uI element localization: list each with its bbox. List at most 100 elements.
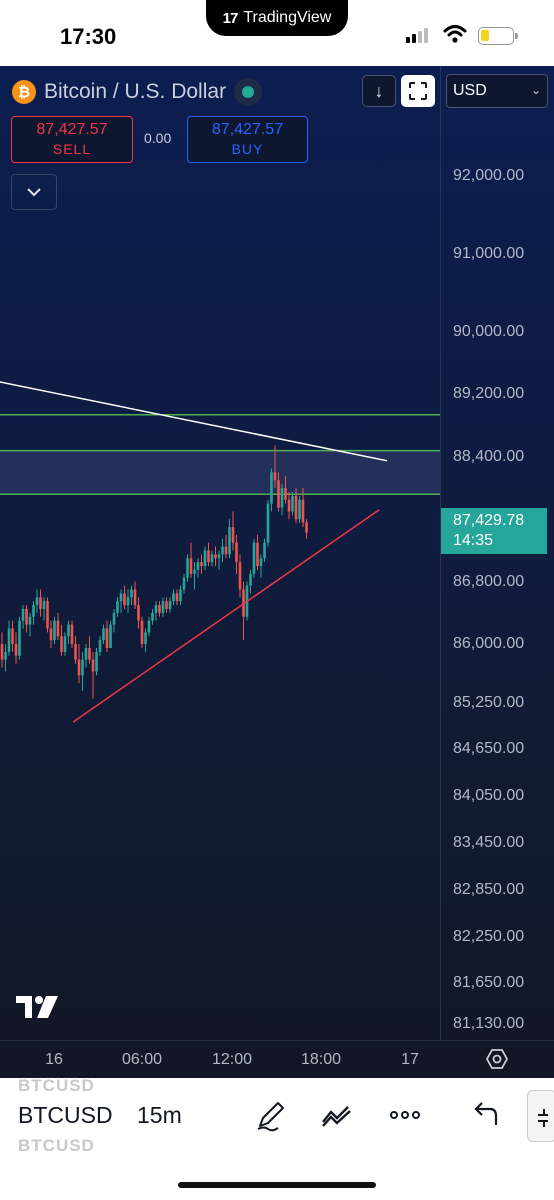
bottom-toolbar: BTCUSD BTCUSD 15m BTCUSD bbox=[0, 1076, 554, 1200]
candle-body bbox=[147, 620, 151, 633]
chart-plot[interactable] bbox=[0, 66, 554, 1040]
dynamic-island[interactable]: 17 TradingView bbox=[206, 0, 348, 36]
candle-body bbox=[182, 577, 186, 590]
chart-settings-icon[interactable] bbox=[486, 1048, 508, 1070]
candle-body bbox=[98, 640, 102, 652]
price-tick-label: 82,250.00 bbox=[453, 927, 525, 945]
candle-body bbox=[4, 651, 7, 660]
status-bar: 17:30 17 TradingView bbox=[0, 0, 554, 66]
candle-body bbox=[228, 527, 231, 555]
candle-body bbox=[144, 632, 147, 645]
market-open-indicator bbox=[234, 78, 263, 106]
support-trendline bbox=[72, 509, 380, 723]
price-zone-highlight bbox=[0, 450, 440, 495]
undo-icon[interactable] bbox=[468, 1098, 502, 1132]
time-axis[interactable]: 16 06:00 12:00 18:00 17 bbox=[0, 1040, 554, 1078]
candle-body bbox=[56, 620, 60, 637]
home-indicator[interactable] bbox=[178, 1182, 376, 1188]
candle-body bbox=[214, 554, 217, 559]
current-price-label: 87,429.78 14:35 bbox=[441, 508, 547, 554]
candle-body bbox=[63, 636, 67, 652]
symbol-header[interactable]: ₿ Bitcoin / U.S. Dollar bbox=[12, 78, 263, 106]
candle-body bbox=[210, 554, 214, 563]
price-tick-label: 82,850.00 bbox=[453, 880, 525, 898]
candle-body bbox=[77, 659, 81, 676]
clock: 17:30 bbox=[60, 24, 117, 49]
wifi-icon bbox=[443, 25, 467, 43]
more-icon[interactable] bbox=[388, 1098, 422, 1132]
currency-select[interactable]: USD ⌄ bbox=[446, 74, 548, 108]
candle-body bbox=[11, 628, 14, 645]
candle-body bbox=[186, 558, 189, 578]
candle-body bbox=[294, 495, 298, 520]
price-tick-label: 88,400.00 bbox=[453, 447, 525, 465]
candle-body bbox=[301, 499, 305, 523]
price-tick-label: 92,000.00 bbox=[453, 167, 525, 184]
candle-body bbox=[217, 554, 221, 559]
candle-body bbox=[53, 620, 56, 641]
price-tick-label: 85,250.00 bbox=[453, 693, 525, 711]
candle-body bbox=[123, 593, 126, 606]
current-price: 87,429.78 bbox=[453, 512, 525, 529]
candle-body bbox=[305, 522, 308, 533]
candle-body bbox=[252, 542, 256, 574]
candle-body bbox=[161, 601, 165, 613]
time-label: 16 bbox=[45, 1051, 63, 1068]
buy-button[interactable]: 87,427.57 BUY bbox=[187, 116, 308, 163]
battery-level bbox=[481, 30, 489, 41]
sell-button[interactable]: 87,427.57 SELL bbox=[11, 116, 133, 163]
candle-body bbox=[221, 546, 224, 555]
buy-price: 87,427.57 bbox=[211, 121, 284, 138]
candle-body bbox=[256, 542, 259, 567]
candle-body bbox=[109, 624, 112, 648]
download-arrow-icon[interactable]: ↓ bbox=[362, 75, 396, 107]
time-label: 18:00 bbox=[300, 1051, 342, 1068]
symbol-scroll-ghost: BTCUSD bbox=[18, 1136, 95, 1155]
candle-body bbox=[291, 495, 294, 512]
candle-body bbox=[280, 488, 284, 508]
price-tick-label: 83,450.00 bbox=[453, 834, 525, 851]
candle-body bbox=[14, 644, 18, 656]
bar-countdown: 14:35 bbox=[453, 532, 494, 549]
side-panel-handle[interactable] bbox=[527, 1090, 554, 1142]
interval-button[interactable]: 15m bbox=[137, 1102, 182, 1128]
candle-body bbox=[32, 605, 35, 617]
candle-body bbox=[21, 608, 25, 621]
battery-icon bbox=[478, 27, 518, 45]
indicators-icon[interactable] bbox=[320, 1098, 354, 1132]
candle-body bbox=[116, 601, 119, 613]
candle-body bbox=[172, 593, 175, 602]
candle-body bbox=[224, 546, 228, 555]
symbol-button[interactable]: BTCUSD bbox=[18, 1102, 113, 1128]
symbol-scroll-ghost: BTCUSD bbox=[18, 1076, 95, 1095]
candle-body bbox=[0, 644, 4, 660]
candle-body bbox=[81, 659, 84, 676]
fullscreen-icon[interactable] bbox=[401, 75, 435, 107]
candle-body bbox=[25, 608, 28, 625]
candle-body bbox=[165, 601, 168, 609]
candle-body bbox=[158, 605, 161, 613]
candle-body bbox=[189, 558, 193, 574]
time-label: 17 bbox=[401, 1051, 419, 1068]
candle-body bbox=[7, 628, 11, 652]
tradingview-logo-icon: 17 bbox=[222, 9, 239, 27]
candle-body bbox=[137, 605, 140, 621]
candle-body bbox=[168, 601, 172, 609]
drawing-pen-icon[interactable] bbox=[254, 1098, 288, 1132]
candle-body bbox=[259, 558, 263, 567]
island-label: TradingView bbox=[243, 9, 332, 26]
candle-body bbox=[249, 573, 252, 586]
candle-body bbox=[84, 647, 88, 660]
candle-body bbox=[284, 488, 287, 500]
candle-body bbox=[154, 605, 158, 613]
currency-value: USD bbox=[453, 82, 487, 99]
candle-body bbox=[70, 624, 74, 645]
collapse-button[interactable] bbox=[11, 174, 57, 210]
candle-body bbox=[151, 612, 154, 621]
candle-body bbox=[91, 659, 95, 672]
price-chart[interactable]: ₿ Bitcoin / U.S. Dollar ↓ USD ⌄ 87,427.5… bbox=[0, 66, 554, 1040]
candle-body bbox=[238, 562, 242, 590]
candle-body bbox=[231, 527, 235, 543]
sell-label: SELL bbox=[52, 141, 92, 157]
price-tick-label: 91,000.00 bbox=[453, 245, 525, 262]
